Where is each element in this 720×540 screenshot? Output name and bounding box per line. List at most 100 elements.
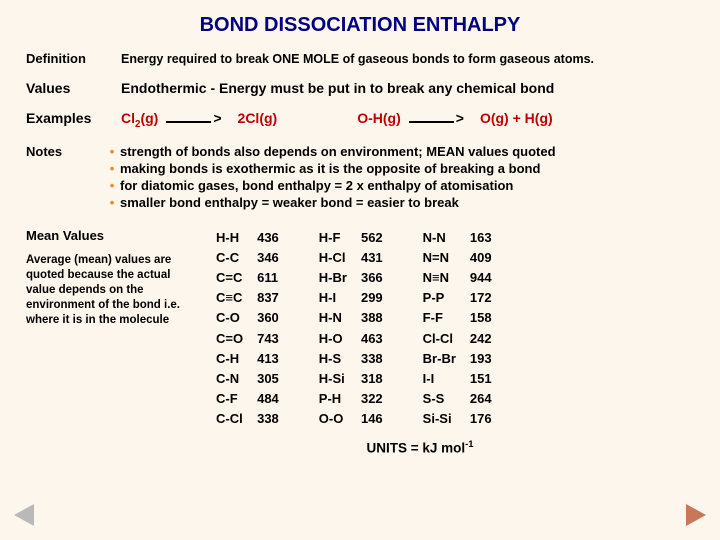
bond-name: H-Si <box>319 369 347 389</box>
bond-name: H-Cl <box>319 248 347 268</box>
examples-label: Examples <box>26 110 121 126</box>
nav-next-icon[interactable] <box>686 504 706 526</box>
mean-desc: Average (mean) values are quoted because… <box>26 253 186 328</box>
col3-bonds: N-NN=NN≡NP-PF-FCl-ClBr-BrI-IS-SSi-Si <box>423 228 456 429</box>
nav-prev-icon[interactable] <box>14 504 34 526</box>
bond-value: 463 <box>361 329 383 349</box>
bond-value: 322 <box>361 389 383 409</box>
bond-name: C-N <box>216 369 243 389</box>
eq2-el: O <box>480 110 491 126</box>
col2-values: 562431366299388463338318322146 <box>361 228 383 429</box>
bond-name: S-S <box>423 389 456 409</box>
definition-text: Energy required to break ONE MOLE of gas… <box>121 52 694 66</box>
values-label: Values <box>26 80 121 96</box>
bond-name: H-H <box>216 228 243 248</box>
bond-name: C-H <box>216 349 243 369</box>
eq2-plus: + H(g) <box>509 110 553 126</box>
data-columns: H-HC-CC=CC≡CC-OC=OC-HC-NC-FC-Cl 43634661… <box>216 228 694 429</box>
bond-value: 484 <box>257 389 279 409</box>
bond-value: 193 <box>470 349 492 369</box>
bond-name: N≡N <box>423 268 456 288</box>
bond-value: 172 <box>470 288 492 308</box>
bond-value: 611 <box>257 268 279 288</box>
col2: H-FH-ClH-BrH-IH-NH-OH-SH-SiP-HO-O 562431… <box>319 228 383 429</box>
bond-name: F-F <box>423 308 456 328</box>
bond-value: 176 <box>470 409 492 429</box>
units-prefix: UNITS = kJ mol <box>366 441 465 456</box>
bond-name: C≡C <box>216 288 243 308</box>
bullet-text: smaller bond enthalpy = weaker bond = ea… <box>120 195 459 210</box>
bond-value: 158 <box>470 308 492 328</box>
bond-value: 562 <box>361 228 383 248</box>
bond-name: H-Br <box>319 268 347 288</box>
units-sup: -1 <box>465 439 473 450</box>
col3: N-NN=NN≡NP-PF-FCl-ClBr-BrI-IS-SSi-Si 163… <box>423 228 492 429</box>
bond-value: 264 <box>470 389 492 409</box>
bond-value: 944 <box>470 268 492 288</box>
arrow-head-1: > <box>213 110 221 126</box>
eq1-tail: (g) <box>140 110 158 126</box>
notes-bullets: •strength of bonds also depends on envir… <box>104 144 694 212</box>
bond-name: Cl-Cl <box>423 329 456 349</box>
definition-row: Definition Energy required to break ONE … <box>26 51 694 66</box>
bond-value: 318 <box>361 369 383 389</box>
bond-name: C-F <box>216 389 243 409</box>
values-row: Values Endothermic - Energy must be put … <box>26 80 694 96</box>
bond-name: Br-Br <box>423 349 456 369</box>
bond-value: 413 <box>257 349 279 369</box>
definition-label: Definition <box>26 51 121 66</box>
bullet-icon: • <box>104 161 120 176</box>
bond-value: 743 <box>257 329 279 349</box>
col3-values: 163409944172158242193151264176 <box>470 228 492 429</box>
bond-value: 242 <box>470 329 492 349</box>
page-title: BOND DISSOCIATION ENTHALPY <box>26 14 694 37</box>
bond-value: 366 <box>361 268 383 288</box>
bond-name: H-F <box>319 228 347 248</box>
col1-bonds: H-HC-CC=CC≡CC-OC=OC-HC-NC-FC-Cl <box>216 228 243 429</box>
bond-name: C-O <box>216 308 243 328</box>
bond-name: P-P <box>423 288 456 308</box>
mean-title: Mean Values <box>26 228 186 243</box>
bond-value: 299 <box>361 288 383 308</box>
col1: H-HC-CC=CC≡CC-OC=OC-HC-NC-FC-Cl 43634661… <box>216 228 279 429</box>
eq1-el: Cl <box>121 110 135 126</box>
note-bullet: •making bonds is exothermic as it is the… <box>104 161 694 176</box>
bond-value: 146 <box>361 409 383 429</box>
note-bullet: •smaller bond enthalpy = weaker bond = e… <box>104 195 694 210</box>
notes-row: Notes •strength of bonds also depends on… <box>26 144 694 212</box>
bond-value: 163 <box>470 228 492 248</box>
bullet-icon: • <box>104 178 120 193</box>
units-text: UNITS = kJ mol-1 <box>26 439 694 456</box>
bond-value: 837 <box>257 288 279 308</box>
bullet-icon: • <box>104 195 120 210</box>
bond-value: 338 <box>361 349 383 369</box>
bond-name: O-O <box>319 409 347 429</box>
bond-name: P-H <box>319 389 347 409</box>
bond-name: Si-Si <box>423 409 456 429</box>
bullet-icon: • <box>104 144 120 159</box>
bond-value: 305 <box>257 369 279 389</box>
bond-name: H-O <box>319 329 347 349</box>
mean-values-section: Mean Values Average (mean) values are qu… <box>26 228 694 429</box>
bond-name: C=C <box>216 268 243 288</box>
bond-name: H-S <box>319 349 347 369</box>
arrow-line-1 <box>166 121 211 123</box>
bond-name: I-I <box>423 369 456 389</box>
notes-label: Notes <box>26 144 104 212</box>
eq1-lhs: Cl2(g) <box>121 110 158 130</box>
bond-value: 151 <box>470 369 492 389</box>
mean-left: Mean Values Average (mean) values are qu… <box>26 228 186 429</box>
arrow-head-2: > <box>456 110 464 126</box>
col2-bonds: H-FH-ClH-BrH-IH-NH-OH-SH-SiP-HO-O <box>319 228 347 429</box>
bond-name: H-N <box>319 308 347 328</box>
bond-value: 409 <box>470 248 492 268</box>
bond-value: 431 <box>361 248 383 268</box>
bond-name: C-Cl <box>216 409 243 429</box>
eq2-tail: (g) <box>491 110 509 126</box>
values-text: Endothermic - Energy must be put in to b… <box>121 80 694 96</box>
bond-value: 346 <box>257 248 279 268</box>
bond-name: C-C <box>216 248 243 268</box>
eq2-rhs: O(g) + H(g) <box>480 110 553 126</box>
note-bullet: •strength of bonds also depends on envir… <box>104 144 694 159</box>
bullet-text: for diatomic gases, bond enthalpy = 2 x … <box>120 178 513 193</box>
